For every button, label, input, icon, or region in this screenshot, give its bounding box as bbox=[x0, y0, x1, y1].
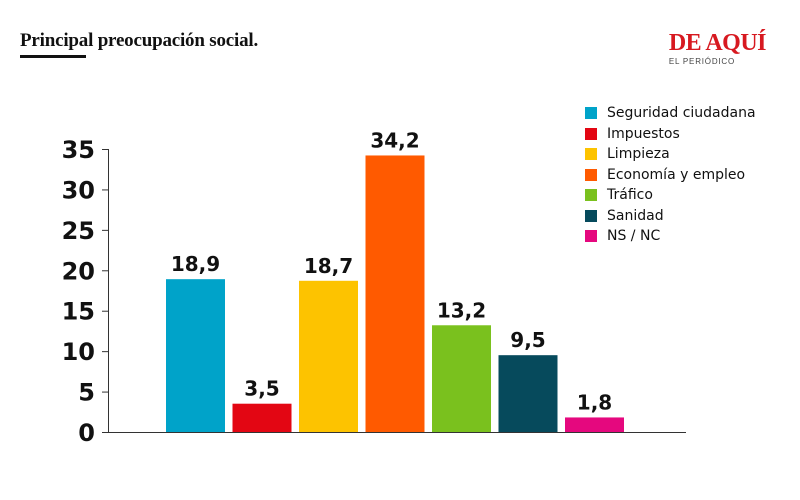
legend-item: Sanidad bbox=[585, 206, 756, 227]
legend-item: Seguridad ciudadana bbox=[585, 103, 756, 124]
legend-label: Limpieza bbox=[607, 146, 670, 163]
bar-7 bbox=[565, 417, 624, 432]
bar-4 bbox=[365, 155, 425, 432]
title-underline bbox=[20, 55, 86, 58]
bar-5 bbox=[432, 325, 491, 432]
legend-swatch bbox=[585, 189, 597, 202]
bars bbox=[166, 155, 624, 432]
bar-value-label: 18,7 bbox=[304, 254, 353, 278]
bar-1 bbox=[166, 279, 225, 432]
legend-label: Economía y empleo bbox=[607, 166, 746, 183]
brand-logo: DE AQUÍ EL PERIÓDICO bbox=[668, 30, 767, 66]
bar-value-label: 13,2 bbox=[437, 298, 486, 322]
y-tick-label: 15 bbox=[62, 298, 95, 326]
legend-item: Tráfico bbox=[585, 185, 756, 206]
legend-swatch bbox=[585, 168, 597, 181]
bar-3 bbox=[299, 280, 358, 432]
y-tick-label: 10 bbox=[62, 338, 95, 366]
legend-swatch bbox=[585, 107, 597, 120]
legend-label: NS / NC bbox=[607, 228, 661, 245]
y-tick-label: 0 bbox=[78, 419, 95, 447]
brand-name: DE AQUÍ bbox=[668, 30, 767, 56]
legend-label: Seguridad ciudadana bbox=[607, 105, 756, 122]
bar-value-label: 18,9 bbox=[171, 252, 220, 276]
data-labels: 18,9 3,5 18,7 34,2 13,2 9,5 1,8 bbox=[171, 128, 612, 414]
legend-swatch bbox=[585, 148, 597, 161]
legend-swatch bbox=[585, 209, 597, 222]
legend-swatch bbox=[585, 127, 597, 140]
bar-value-label: 3,5 bbox=[244, 377, 279, 401]
bar-6 bbox=[498, 355, 558, 432]
legend-label: Impuestos bbox=[607, 125, 680, 142]
legend-item: Impuestos bbox=[585, 124, 756, 145]
bar-2 bbox=[232, 403, 292, 432]
legend-item: Limpieza bbox=[585, 144, 756, 165]
page-title: Principal preocupación social. bbox=[20, 30, 259, 51]
legend-label: Tráfico bbox=[607, 187, 653, 204]
y-tick-label: 30 bbox=[62, 176, 95, 204]
bar-value-label: 9,5 bbox=[510, 328, 545, 352]
y-tick-label: 25 bbox=[62, 217, 95, 245]
legend-item: Economía y empleo bbox=[585, 165, 756, 186]
y-tick-label: 5 bbox=[78, 379, 95, 407]
bar-value-label: 34,2 bbox=[370, 128, 419, 152]
bar-value-label: 1,8 bbox=[577, 390, 612, 414]
y-tick-label: 35 bbox=[62, 136, 95, 164]
y-tick-label: 20 bbox=[62, 257, 95, 285]
legend-label: Sanidad bbox=[607, 207, 664, 224]
brand-subtitle: EL PERIÓDICO bbox=[668, 57, 736, 66]
legend-swatch bbox=[585, 230, 597, 243]
chart-legend: Seguridad ciudadana Impuestos Limpieza Econ… bbox=[585, 103, 756, 247]
legend-item: NS / NC bbox=[585, 226, 756, 247]
y-axis: 35 30 25 20 15 10 5 0 bbox=[62, 136, 108, 447]
